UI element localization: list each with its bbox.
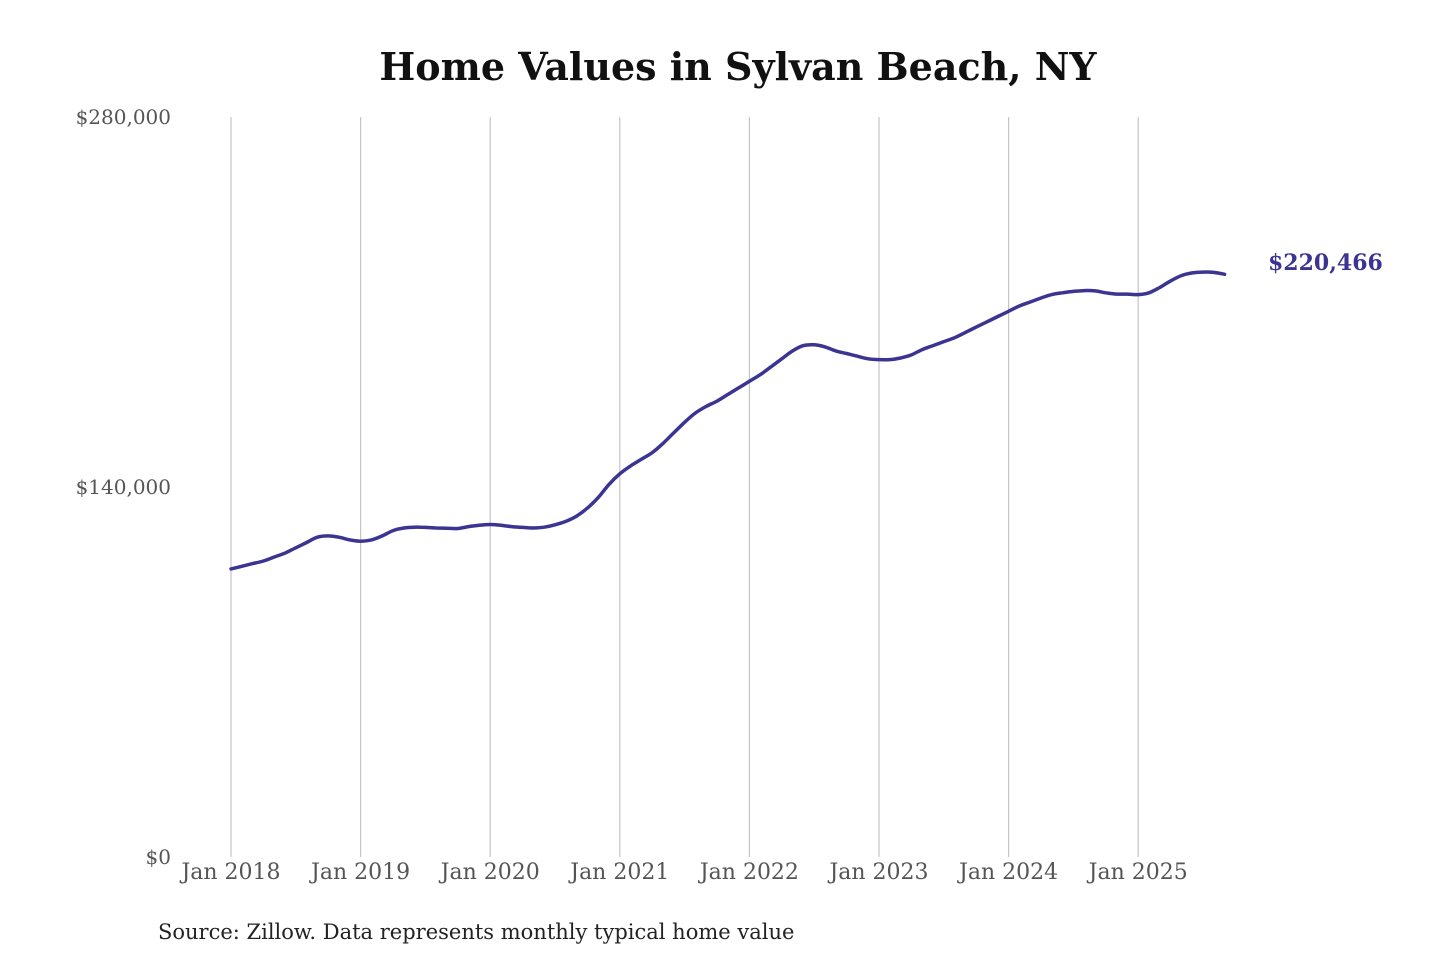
x-tick-label: Jan 2022: [698, 860, 799, 885]
x-tick-label: Jan 2018: [179, 860, 280, 885]
x-tick-label: Jan 2025: [1087, 860, 1188, 885]
y-tick-label: $140,000: [76, 475, 171, 499]
chart-title: Home Values in Sylvan Beach, NY: [379, 44, 1097, 89]
source-note: Source: Zillow. Data represents monthly …: [158, 920, 794, 944]
gridlines: [230, 117, 1139, 857]
y-tick-label: $280,000: [76, 105, 171, 129]
y-tick-label: $0: [146, 845, 171, 869]
x-tick-label: Jan 2021: [568, 860, 669, 885]
x-axis-tick-labels: Jan 2018 Jan 2019 Jan 2020 Jan 2021 Jan 2022…: [179, 860, 1187, 885]
x-tick-label: Jan 2023: [827, 860, 928, 885]
home-value-series-line: [229, 270, 1227, 571]
x-tick-label: Jan 2020: [439, 860, 540, 885]
y-axis-tick-labels: $280,000 $140,000 $0: [76, 105, 171, 869]
x-tick-label: Jan 2024: [957, 860, 1058, 885]
x-tick-label: Jan 2019: [309, 860, 410, 885]
latest-value-label: $220,466: [1268, 250, 1383, 276]
